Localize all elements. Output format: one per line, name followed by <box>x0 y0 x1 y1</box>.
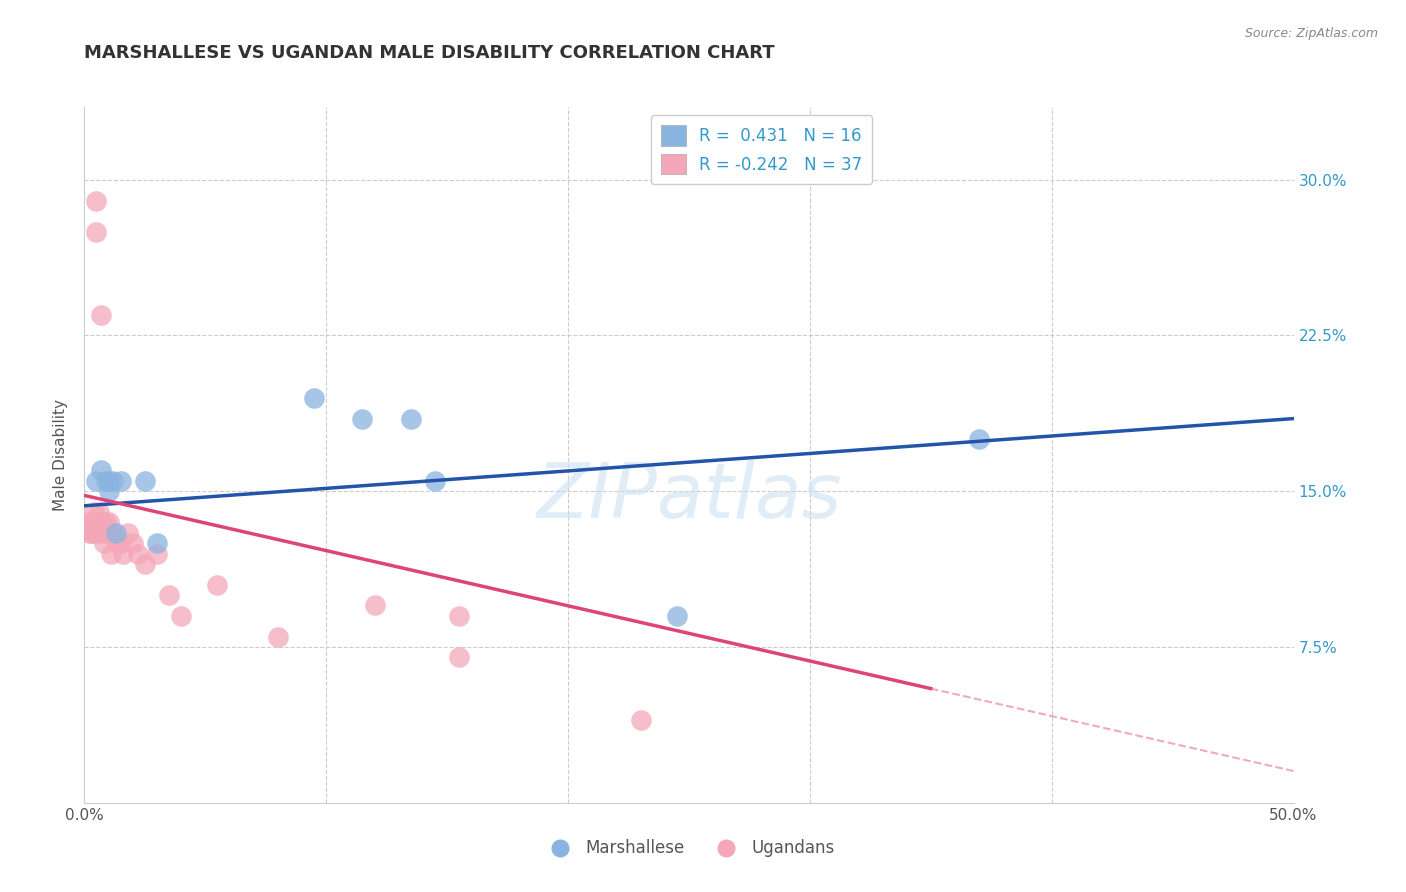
Point <box>134 557 156 571</box>
Point <box>112 547 135 561</box>
Point <box>363 599 385 613</box>
Text: MARSHALLESE VS UGANDAN MALE DISABILITY CORRELATION CHART: MARSHALLESE VS UGANDAN MALE DISABILITY C… <box>84 45 775 62</box>
Point <box>94 474 117 488</box>
Point <box>86 225 108 239</box>
Point <box>157 588 180 602</box>
Point <box>93 536 115 550</box>
Point <box>90 516 112 530</box>
Point <box>77 525 100 540</box>
Point <box>83 505 105 519</box>
Point <box>86 525 108 540</box>
Point <box>97 474 120 488</box>
Point <box>449 608 471 623</box>
Point <box>97 516 120 530</box>
Y-axis label: Male Disability: Male Disability <box>53 399 69 511</box>
Point <box>302 391 325 405</box>
Point <box>146 547 169 561</box>
Text: ZIPatlas: ZIPatlas <box>536 459 842 533</box>
Point <box>665 608 688 623</box>
Point <box>207 578 229 592</box>
Point <box>127 547 149 561</box>
Point <box>94 516 117 530</box>
Point <box>104 536 127 550</box>
Point <box>630 713 652 727</box>
Point <box>104 525 127 540</box>
Point <box>110 536 132 550</box>
Text: Source: ZipAtlas.com: Source: ZipAtlas.com <box>1244 27 1378 40</box>
Point <box>97 525 120 540</box>
Point <box>77 516 100 530</box>
Point <box>90 463 112 477</box>
Point <box>90 308 112 322</box>
Point <box>87 505 110 519</box>
Point <box>83 525 105 540</box>
Point <box>134 474 156 488</box>
Point <box>121 536 143 550</box>
Point <box>97 484 120 499</box>
Point <box>86 194 108 208</box>
Point <box>399 411 422 425</box>
Point <box>103 525 125 540</box>
Point <box>100 547 122 561</box>
Point <box>352 411 374 425</box>
Point <box>146 536 169 550</box>
Point <box>117 525 139 540</box>
Point <box>83 516 105 530</box>
Point <box>423 474 446 488</box>
Point <box>86 474 108 488</box>
Point <box>170 608 193 623</box>
Point <box>93 525 115 540</box>
Point <box>80 516 103 530</box>
Point <box>449 650 471 665</box>
Point <box>103 474 125 488</box>
Point <box>967 433 990 447</box>
Point <box>87 516 110 530</box>
Point <box>110 474 132 488</box>
Legend: Marshallese, Ugandans: Marshallese, Ugandans <box>537 833 841 864</box>
Point <box>267 630 290 644</box>
Point <box>80 525 103 540</box>
